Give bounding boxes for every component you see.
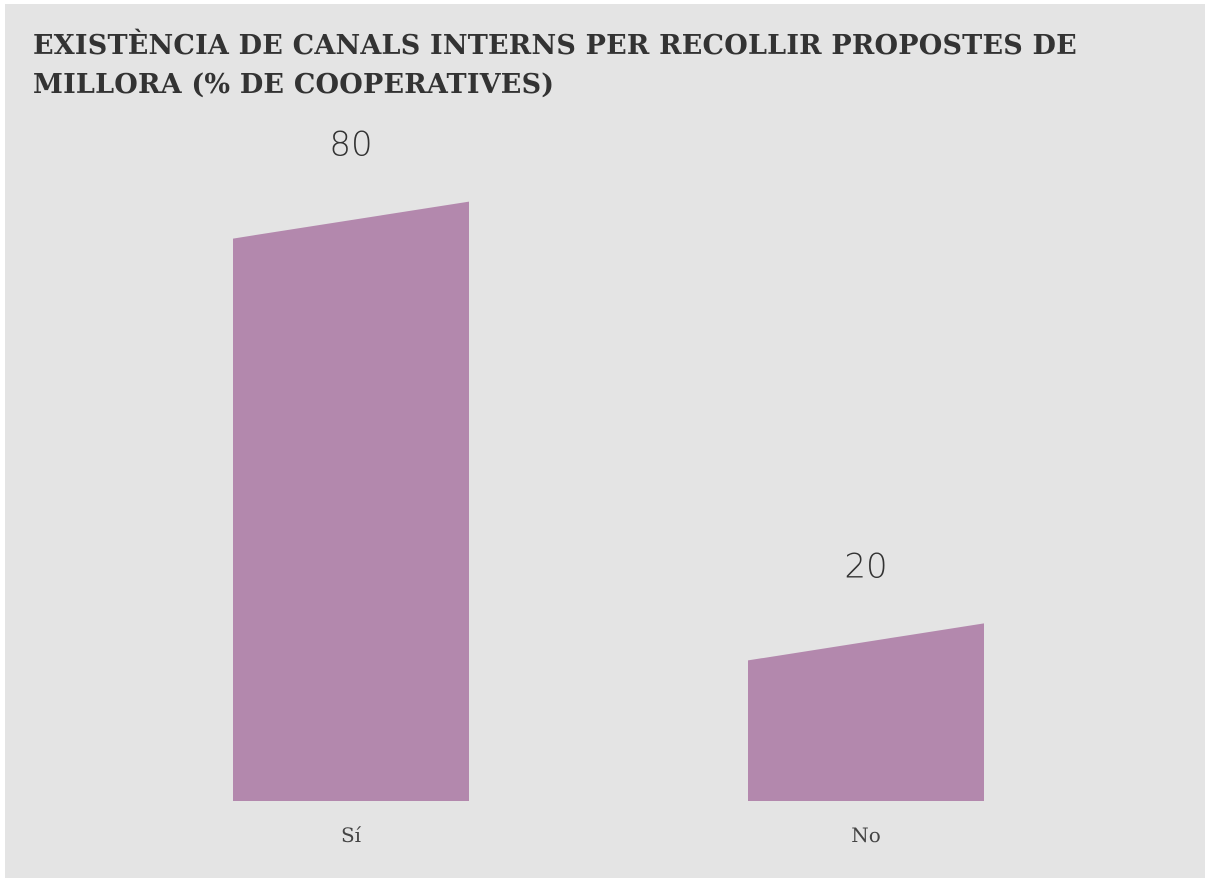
value-label-1: 20 <box>844 546 887 586</box>
bar-1 <box>748 623 984 801</box>
category-label-0: Sí <box>341 823 362 847</box>
category-label-1: No <box>851 823 881 847</box>
value-label-0: 80 <box>329 125 372 165</box>
chart-plot: 80 Sí 20 No <box>233 125 984 847</box>
chart-title: EXISTÈNCIA DE CANALS INTERNS PER RECOLLI… <box>33 30 1077 100</box>
bar-0 <box>233 201 469 802</box>
chart-panel: EXISTÈNCIA DE CANALS INTERNS PER RECOLLI… <box>5 4 1205 878</box>
